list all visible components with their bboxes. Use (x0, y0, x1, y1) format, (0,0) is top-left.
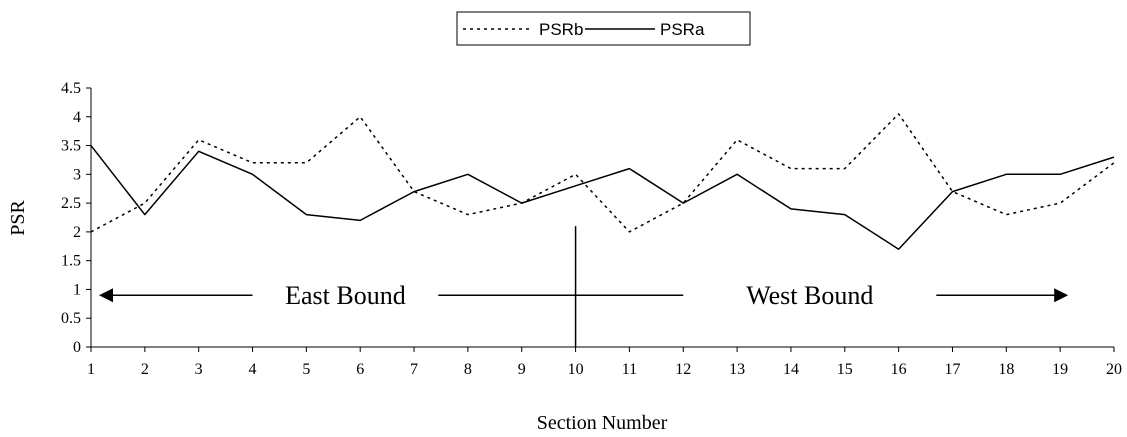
x-tick-label: 17 (944, 361, 960, 378)
west-arrow-head (1054, 288, 1069, 303)
x-tick-label: 3 (195, 361, 203, 378)
y-tick-label: 2 (73, 224, 81, 241)
x-tick-label: 7 (410, 361, 418, 378)
series-line-psra (90, 145, 1115, 250)
y-tick-label: 2.5 (61, 195, 81, 212)
east-bound-label: East Bound (285, 281, 406, 310)
y-tick-label: 1.5 (61, 253, 81, 270)
y-tick-label: 1 (73, 281, 81, 298)
x-tick-label: 8 (464, 361, 472, 378)
direction-annotation: East Bound West Bound (99, 226, 1069, 347)
x-tick-label: 5 (302, 361, 310, 378)
y-tick-label: 3.5 (61, 138, 81, 155)
y-axis-title: PSR (7, 200, 29, 236)
x-tick-label: 14 (783, 361, 799, 378)
legend: PSRb PSRa (456, 11, 751, 46)
x-tick-label: 12 (675, 361, 691, 378)
x-tick-label: 10 (568, 361, 584, 378)
x-tick-label: 16 (891, 361, 907, 378)
x-ticks: 1 2 3 4 5 6 7 8 9 10 11 12 13 14 15 16 17 18 19 20 (87, 347, 1122, 378)
y-tick-label: 4.5 (61, 80, 81, 97)
x-tick-label: 15 (837, 361, 853, 378)
x-tick-label: 20 (1106, 361, 1122, 378)
y-ticks: 0 0.5 1 1.5 2 2.5 3 3.5 4 4.5 (61, 80, 91, 356)
x-tick-label: 4 (249, 361, 257, 378)
y-tick-label: 3 (73, 166, 81, 183)
legend-label-psrb: PSRb (539, 20, 583, 39)
x-axis-title: Section Number (537, 412, 668, 434)
west-bound-label: West Bound (746, 281, 873, 310)
x-tick-label: 13 (729, 361, 745, 378)
x-tick-label: 18 (998, 361, 1014, 378)
y-tick-label: 0 (73, 339, 81, 356)
axes (90, 88, 1114, 348)
east-arrow-head (99, 288, 113, 303)
x-tick-label: 19 (1052, 361, 1068, 378)
y-tick-label: 4 (73, 109, 81, 126)
x-tick-label: 9 (518, 361, 526, 378)
series-line-psrb (90, 113, 1115, 233)
x-tick-label: 6 (356, 361, 364, 378)
x-tick-label: 2 (141, 361, 149, 378)
x-tick-label: 1 (87, 361, 95, 378)
legend-label-psra: PSRa (660, 20, 705, 39)
y-tick-label: 0.5 (61, 310, 81, 327)
x-tick-label: 11 (622, 361, 637, 378)
series-layer (90, 113, 1115, 250)
